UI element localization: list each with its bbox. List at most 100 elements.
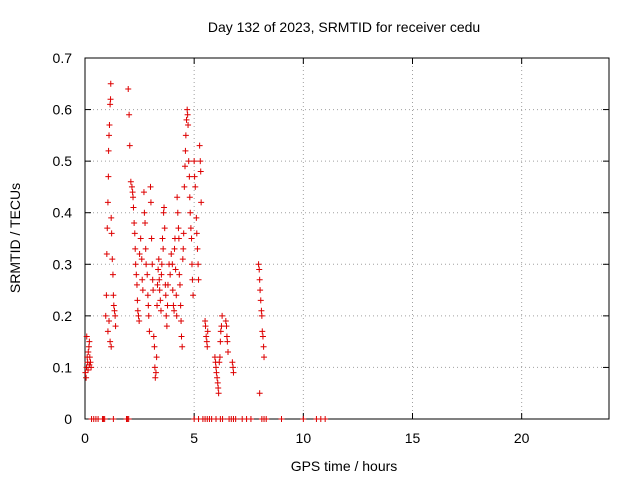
data-point	[182, 132, 189, 139]
data-point	[130, 204, 137, 211]
data-point	[112, 312, 119, 319]
data-point	[135, 312, 142, 319]
data-point	[110, 302, 117, 309]
data-point	[278, 416, 285, 422]
data-point	[187, 209, 194, 216]
data-point	[230, 364, 237, 371]
data-point	[169, 261, 176, 268]
data-point	[103, 292, 110, 299]
data-point	[255, 261, 262, 268]
data-point	[171, 307, 178, 314]
data-point	[180, 230, 187, 237]
data-point	[133, 271, 140, 278]
data-point	[322, 416, 329, 422]
chart-title: Day 132 of 2023, SRMTID for receiver ced…	[208, 19, 480, 35]
x-tick-label: 20	[514, 430, 530, 446]
data-point	[170, 302, 177, 309]
data-point	[139, 287, 146, 294]
data-point	[82, 369, 89, 376]
data-points	[82, 80, 329, 422]
data-point	[256, 266, 263, 273]
data-point	[174, 194, 181, 201]
data-point	[216, 354, 223, 361]
data-point	[178, 333, 185, 340]
data-point	[126, 142, 133, 149]
data-point	[169, 287, 176, 294]
data-point	[101, 416, 108, 422]
data-point	[184, 111, 191, 118]
data-point	[163, 323, 170, 330]
data-point	[158, 261, 165, 268]
data-point	[258, 307, 265, 314]
data-point	[137, 235, 144, 242]
data-point	[140, 189, 147, 196]
data-point	[185, 122, 192, 129]
data-point	[85, 343, 92, 350]
data-point	[107, 80, 114, 87]
data-point	[125, 85, 132, 92]
data-point	[153, 354, 160, 361]
data-point	[164, 281, 171, 288]
y-tick-label: 0.5	[53, 153, 73, 169]
data-point	[109, 256, 116, 263]
data-point	[105, 147, 112, 154]
data-point	[157, 297, 164, 304]
data-point	[176, 271, 183, 278]
data-point	[225, 348, 232, 355]
grid	[85, 58, 609, 419]
data-point	[186, 173, 193, 180]
data-point	[87, 359, 94, 366]
data-point	[110, 292, 117, 299]
data-point	[107, 338, 114, 345]
data-point	[157, 307, 164, 314]
data-point	[214, 379, 221, 386]
x-tick-label: 15	[405, 430, 421, 446]
data-point	[85, 348, 92, 355]
data-point	[247, 416, 254, 422]
data-point	[143, 261, 150, 268]
data-point	[211, 354, 218, 361]
data-point	[173, 312, 180, 319]
data-point	[261, 354, 268, 361]
data-point	[145, 302, 152, 309]
data-point	[174, 209, 181, 216]
data-point	[155, 256, 162, 263]
data-point	[215, 390, 222, 397]
data-point	[179, 256, 186, 263]
x-tick-label: 10	[296, 430, 312, 446]
data-point	[218, 323, 225, 330]
data-point	[181, 183, 188, 190]
data-point	[184, 106, 191, 113]
data-point	[213, 369, 220, 376]
data-point	[83, 374, 90, 381]
x-tick-label: 0	[81, 430, 89, 446]
data-point	[108, 230, 115, 237]
data-point	[161, 225, 168, 232]
data-point	[186, 194, 193, 201]
data-point	[160, 209, 167, 216]
data-point	[175, 225, 182, 232]
data-point	[162, 292, 169, 299]
data-point	[190, 292, 197, 299]
data-point	[151, 364, 158, 371]
data-point	[260, 343, 267, 350]
data-point	[219, 416, 226, 422]
data-point	[198, 199, 205, 206]
data-point	[189, 276, 196, 283]
data-point	[202, 323, 209, 330]
data-point	[112, 323, 119, 330]
data-point	[155, 266, 162, 273]
data-point	[154, 281, 161, 288]
data-point	[149, 276, 156, 283]
data-point	[86, 338, 93, 345]
data-point	[188, 235, 195, 242]
data-point	[86, 361, 93, 368]
data-point	[219, 312, 226, 319]
y-axis-label: SRMTID / TECUs	[7, 183, 23, 293]
data-point	[148, 235, 155, 242]
data-point	[136, 250, 143, 257]
data-point	[131, 230, 138, 237]
data-point	[222, 318, 229, 325]
data-point	[110, 416, 117, 422]
